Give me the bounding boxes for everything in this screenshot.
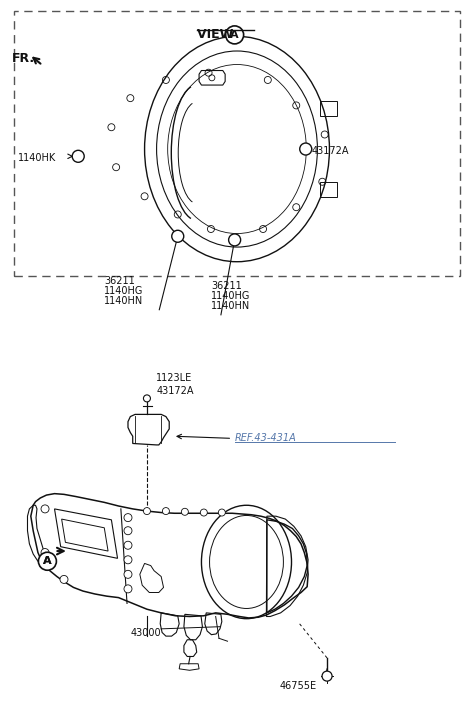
Circle shape [219, 509, 225, 516]
Bar [14, 11, 460, 276]
Circle shape [72, 150, 84, 162]
Text: A: A [230, 30, 239, 40]
Circle shape [124, 541, 132, 550]
Circle shape [144, 395, 150, 402]
Circle shape [60, 575, 68, 584]
Text: 1140HG: 1140HG [211, 291, 250, 301]
Circle shape [201, 509, 207, 516]
Circle shape [124, 585, 132, 593]
Text: 43172A: 43172A [312, 146, 349, 156]
Text: 36211: 36211 [211, 281, 242, 291]
Circle shape [124, 570, 132, 579]
Circle shape [182, 508, 188, 515]
Text: 1140HK: 1140HK [18, 153, 56, 164]
Circle shape [124, 555, 132, 564]
Text: 36211: 36211 [104, 276, 135, 286]
Text: A: A [43, 556, 52, 566]
Circle shape [38, 553, 56, 570]
Circle shape [124, 513, 132, 522]
Text: A: A [43, 556, 52, 566]
Text: 1123LE: 1123LE [156, 373, 192, 383]
Circle shape [41, 505, 49, 513]
Circle shape [226, 26, 244, 44]
Text: 43172A: 43172A [156, 386, 194, 396]
Circle shape [322, 671, 332, 681]
Circle shape [124, 526, 132, 535]
Text: REF.43-431A: REF.43-431A [235, 433, 296, 443]
Circle shape [300, 143, 312, 155]
Circle shape [41, 548, 49, 557]
Text: FR.: FR. [12, 52, 35, 65]
Circle shape [172, 230, 184, 242]
Circle shape [228, 234, 241, 246]
Text: 1140HN: 1140HN [211, 301, 250, 311]
Text: 46755E: 46755E [280, 681, 317, 691]
Text: VIEW: VIEW [197, 28, 237, 41]
Circle shape [209, 75, 215, 81]
Text: 1140HN: 1140HN [104, 296, 144, 306]
Circle shape [144, 507, 150, 515]
Text: 43000: 43000 [130, 627, 161, 638]
Circle shape [163, 507, 169, 515]
Text: 1140HG: 1140HG [104, 286, 144, 296]
